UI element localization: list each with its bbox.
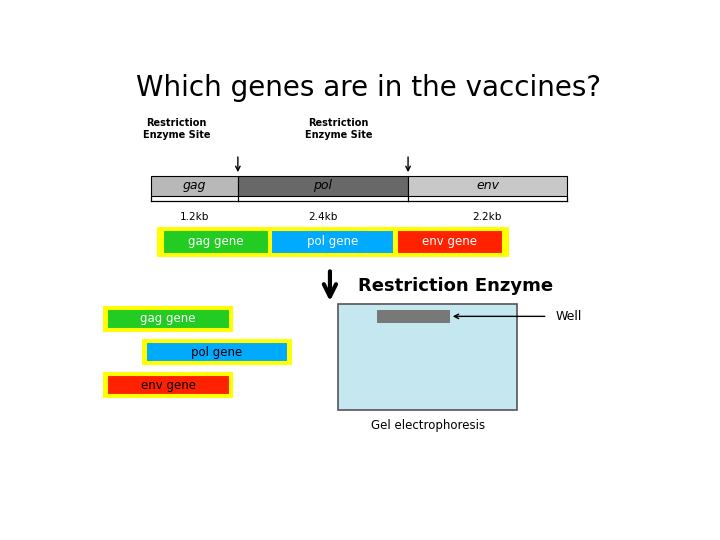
Bar (145, 342, 288, 362)
Text: Which genes are in the vaccines?: Which genes are in the vaccines? (136, 73, 602, 102)
Text: env gene: env gene (423, 235, 477, 248)
Bar (271, 230, 394, 254)
Bar (103, 373, 233, 399)
Bar (107, 375, 230, 395)
Bar (163, 230, 269, 254)
Text: Restriction
Enzyme Site: Restriction Enzyme Site (305, 118, 372, 140)
Text: Restriction Enzyme: Restriction Enzyme (358, 277, 553, 295)
Bar (157, 227, 508, 257)
Bar (338, 304, 517, 410)
Text: 2.4kb: 2.4kb (309, 212, 338, 222)
Text: Well: Well (556, 310, 582, 323)
Bar (142, 339, 292, 365)
Text: pol gene: pol gene (192, 346, 243, 359)
Text: pol: pol (313, 179, 333, 192)
Text: Restriction
Enzyme Site: Restriction Enzyme Site (143, 118, 210, 140)
Bar (151, 176, 238, 196)
Text: gag gene: gag gene (188, 235, 243, 248)
Text: gag gene: gag gene (140, 312, 196, 326)
Text: Gel electrophoresis: Gel electrophoresis (371, 419, 485, 432)
Text: 2.2kb: 2.2kb (472, 212, 502, 222)
Text: env gene: env gene (140, 379, 196, 392)
Bar (238, 176, 408, 196)
Bar (408, 176, 567, 196)
Text: pol gene: pol gene (307, 235, 359, 248)
Bar (107, 309, 230, 329)
Bar (377, 310, 450, 323)
Bar (397, 230, 503, 254)
Text: 1.2kb: 1.2kb (180, 212, 210, 222)
Bar (103, 306, 233, 332)
Text: gag: gag (183, 179, 207, 192)
Text: env: env (476, 179, 499, 192)
